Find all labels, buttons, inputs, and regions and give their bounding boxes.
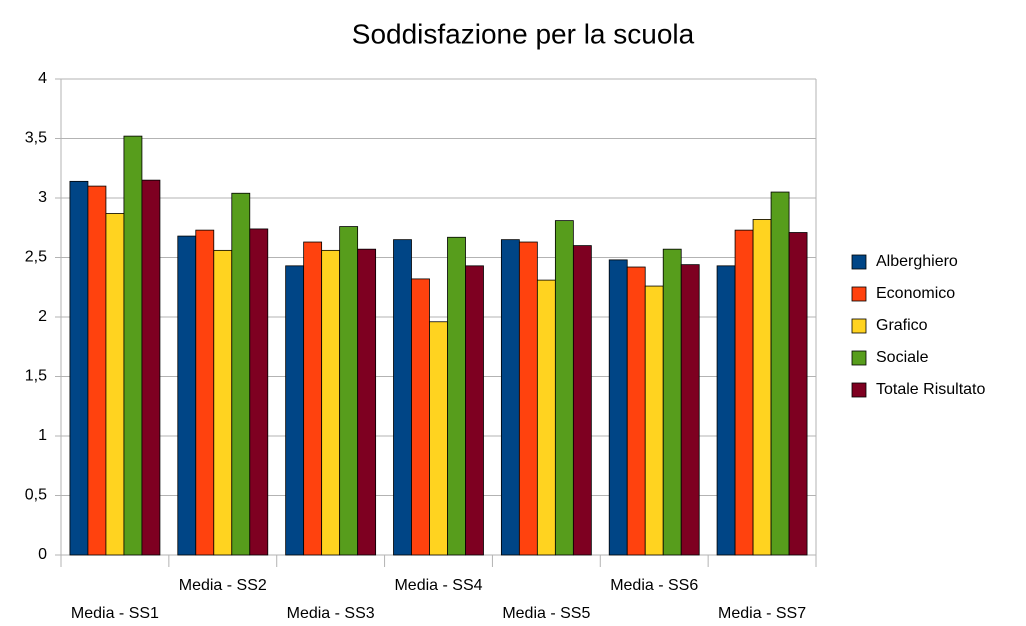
legend-label: Sociale (876, 349, 929, 366)
legend-swatch (851, 382, 867, 398)
bar (339, 226, 359, 556)
bar (87, 185, 107, 556)
bar (536, 279, 556, 556)
x-tick-label: Media - SS3 (287, 605, 375, 622)
bar (321, 249, 341, 556)
bar (285, 265, 305, 556)
bar (105, 213, 125, 556)
y-tick-label: 0 (38, 546, 47, 563)
bar (411, 278, 430, 556)
bar (752, 219, 772, 556)
x-tick-label: Media - SS6 (610, 577, 698, 594)
bar (572, 245, 592, 556)
legend-label: Economico (876, 285, 955, 302)
y-tick-label: 3,5 (25, 130, 47, 147)
legend-label: Totale Risultato (876, 381, 985, 398)
bar (123, 135, 143, 556)
bar (195, 229, 215, 556)
bar (429, 321, 448, 556)
y-tick-label: 0,5 (25, 487, 47, 504)
bar (465, 265, 484, 556)
x-tick-label: Media - SS5 (502, 605, 590, 622)
bar (644, 285, 664, 556)
bar (177, 235, 197, 556)
y-tick-label: 4 (38, 70, 47, 87)
legend-label: Alberghiero (876, 253, 958, 270)
x-tick-label: Media - SS2 (179, 577, 267, 594)
bar (734, 229, 754, 556)
bar (788, 232, 808, 556)
bar (249, 228, 269, 556)
bar (231, 192, 251, 556)
bar (357, 248, 377, 556)
legend-swatch (851, 286, 867, 302)
y-tick-label: 1 (38, 427, 47, 444)
bar (770, 191, 790, 556)
bar (554, 220, 574, 556)
legend-label: Grafico (876, 317, 928, 334)
y-tick-label: 3 (38, 189, 47, 206)
bar (447, 236, 466, 556)
bar (213, 249, 233, 556)
bar (518, 241, 538, 556)
x-tick-label: Media - SS1 (71, 605, 159, 622)
bar (303, 241, 323, 556)
legend-swatch (851, 350, 867, 366)
bar (69, 180, 89, 556)
y-tick-label: 2 (38, 308, 47, 325)
y-tick-label: 1,5 (25, 368, 47, 385)
bar (716, 265, 736, 556)
chart-title: Soddisfazione per la scuola (352, 18, 695, 49)
x-tick-label: Media - SS4 (394, 577, 482, 594)
bar (393, 239, 412, 556)
legend-swatch (851, 254, 867, 270)
bar (608, 259, 628, 556)
bar (662, 248, 682, 556)
bar (680, 264, 700, 556)
bar (141, 179, 161, 556)
y-tick-label: 2,5 (25, 249, 47, 266)
legend-swatch (851, 318, 867, 334)
x-tick-label: Media - SS7 (718, 605, 806, 622)
bar (500, 239, 520, 556)
bar (626, 266, 646, 556)
